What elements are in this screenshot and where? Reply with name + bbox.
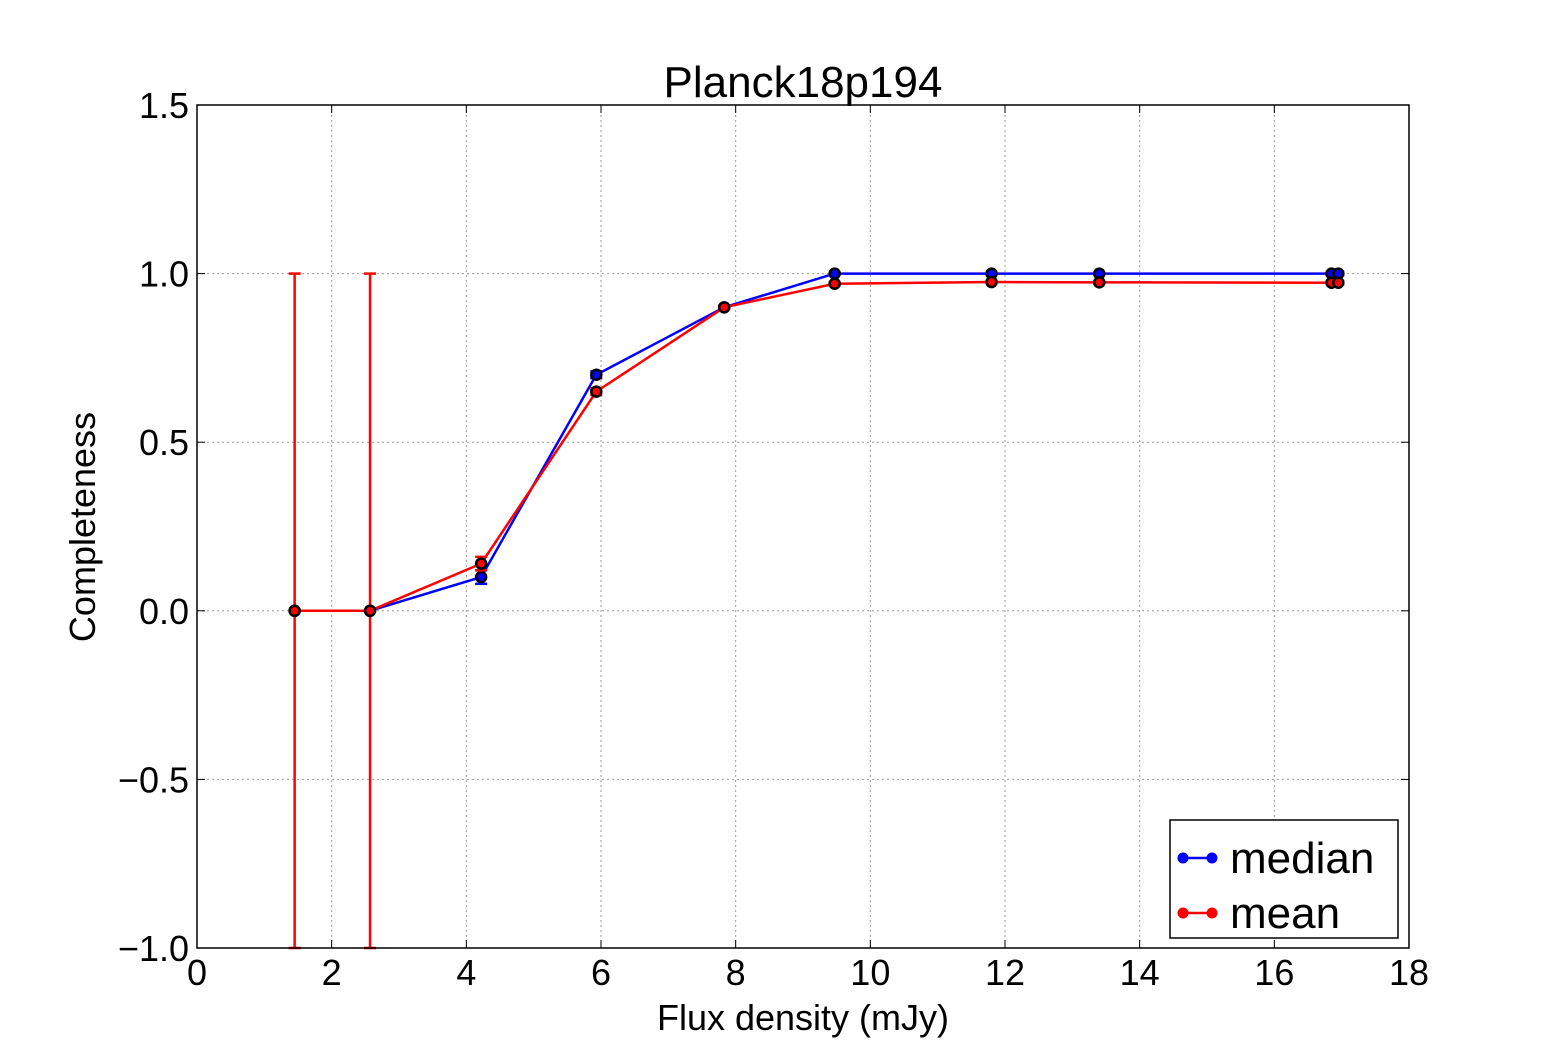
legend-marker-mean bbox=[1177, 907, 1189, 919]
x-tick-label: 2 bbox=[322, 952, 342, 993]
y-axis-label: Completeness bbox=[62, 412, 103, 642]
axis-ticks: 0 2 4 6 8 10 12 14 16 18 −1.0 −0.5 0.0 0.5 1.0 1.5 bbox=[118, 85, 1429, 993]
x-axis-label: Flux density (mJy) bbox=[657, 997, 949, 1038]
y-tick-label: 0.0 bbox=[139, 591, 189, 632]
x-tick-label: 14 bbox=[1120, 952, 1160, 993]
data-point-mean bbox=[363, 604, 377, 618]
series-line-mean bbox=[294, 280, 1339, 613]
legend-label-mean: mean bbox=[1230, 889, 1340, 938]
legend-marker-median bbox=[1206, 852, 1218, 864]
y-tick-label: 1.5 bbox=[139, 85, 189, 126]
y-tick-label: −1.0 bbox=[118, 928, 189, 969]
x-tick-label: 4 bbox=[456, 952, 476, 993]
data-point-median bbox=[474, 570, 488, 584]
x-tick-label: 16 bbox=[1254, 952, 1294, 993]
legend-marker-mean bbox=[1206, 907, 1218, 919]
legend-entry-median: median bbox=[1177, 834, 1374, 883]
data-point-mean bbox=[288, 604, 301, 618]
x-tick-label: 0 bbox=[187, 952, 207, 993]
legend-label-median: median bbox=[1230, 834, 1374, 883]
x-tick-label: 10 bbox=[850, 952, 890, 993]
plot-frame bbox=[196, 104, 1410, 949]
data-point-mean bbox=[1332, 276, 1345, 289]
x-tick-label: 6 bbox=[591, 952, 611, 993]
x-tick-label: 8 bbox=[726, 952, 746, 993]
legend-marker-median bbox=[1177, 852, 1189, 864]
y-tick-label: 0.5 bbox=[139, 422, 189, 463]
data-point-mean bbox=[717, 301, 731, 314]
x-tick-label: 18 bbox=[1389, 952, 1429, 993]
series-line-median bbox=[294, 272, 1339, 613]
chart-title: Planck18p194 bbox=[664, 58, 943, 107]
data-point-mean bbox=[590, 385, 603, 398]
grid-lines bbox=[197, 105, 1409, 948]
series-median bbox=[288, 267, 1345, 618]
y-tick-label: 1.0 bbox=[139, 254, 189, 295]
data-point-mean bbox=[985, 275, 998, 289]
legend-box bbox=[1169, 819, 1399, 939]
data-point-mean bbox=[474, 557, 488, 570]
legend: median mean bbox=[1169, 819, 1399, 939]
series-layer bbox=[288, 267, 1345, 950]
x-tick-label: 12 bbox=[985, 952, 1025, 993]
data-point-median bbox=[828, 267, 841, 280]
y-tick-label: −0.5 bbox=[118, 759, 189, 800]
legend-entry-mean: mean bbox=[1177, 889, 1340, 938]
data-point-mean bbox=[1093, 276, 1106, 289]
data-point-median bbox=[590, 368, 603, 382]
data-point-mean bbox=[828, 277, 841, 290]
